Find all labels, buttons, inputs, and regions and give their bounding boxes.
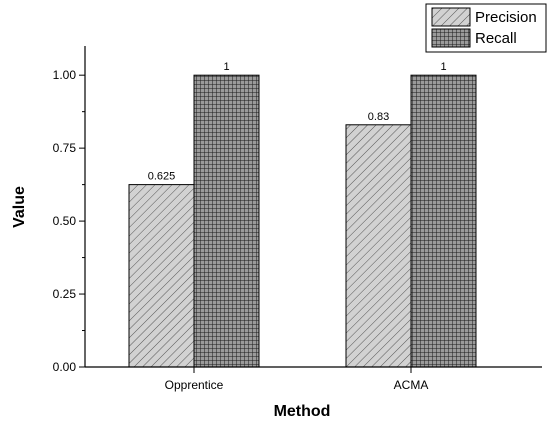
x-tick-label-acma: ACMA [394, 378, 429, 392]
data-label-precision-acma: 0.83 [368, 111, 389, 123]
data-label-recall-opprentice: 1 [223, 61, 229, 73]
data-label-recall-acma: 1 [440, 61, 446, 73]
legend-label-recall: Recall [475, 30, 517, 47]
legend-swatch-precision [431, 7, 471, 27]
x-axis-title: Method [274, 403, 331, 420]
data-label-precision-opprentice: 0.625 [148, 171, 176, 183]
y-tick-label: 0.25 [53, 287, 77, 301]
bar-recall-opprentice [193, 74, 260, 368]
y-tick-label: 1.00 [53, 68, 77, 82]
legend-label-precision: Precision [475, 9, 537, 26]
bar-precision-acma [345, 124, 412, 368]
bar-precision-opprentice [128, 184, 195, 368]
x-tick-label-opprentice: Opprentice [165, 378, 224, 392]
legend: Precision Recall [425, 3, 547, 53]
legend-swatch-recall [431, 28, 471, 48]
bar-recall-acma [410, 74, 477, 368]
y-tick-label: 0.75 [53, 141, 77, 155]
y-tick-label: 0.00 [53, 360, 77, 374]
y-axis-title: Value [11, 186, 28, 228]
y-tick-label: 0.50 [53, 214, 77, 228]
